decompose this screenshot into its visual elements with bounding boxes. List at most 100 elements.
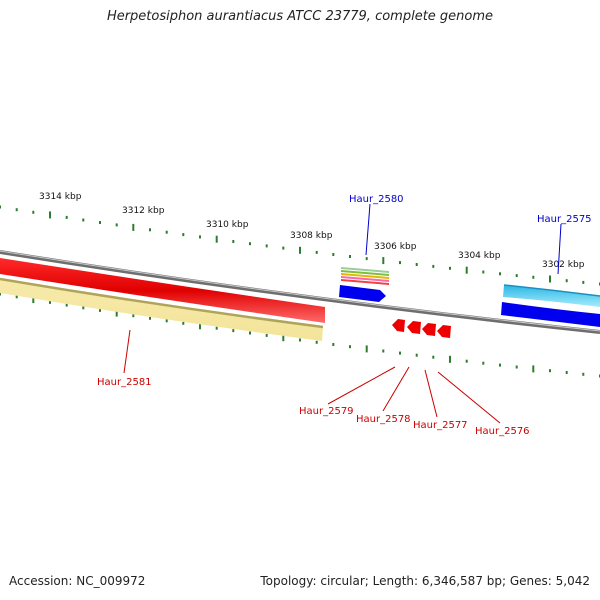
minor-tick	[99, 221, 101, 224]
cyan-feature-band	[503, 285, 600, 307]
minor-tick	[165, 319, 168, 323]
gene-label-haur-2581[interactable]: Haur_2581	[97, 377, 152, 388]
major-tick	[32, 296, 35, 304]
minor-tick	[182, 321, 185, 325]
minor-tick	[265, 244, 268, 248]
minor-tick	[15, 208, 18, 212]
minor-tick	[15, 295, 18, 299]
minor-tick	[349, 255, 351, 258]
minor-tick	[432, 264, 435, 268]
minor-tick	[482, 361, 485, 365]
leader-line	[437, 371, 501, 424]
minor-tick	[499, 363, 501, 367]
minor-tick	[232, 329, 235, 333]
gene-haur-2580-arrow[interactable]	[339, 285, 386, 302]
inner-tick-ring	[0, 292, 600, 378]
gene-haur-2578-arrow[interactable]	[407, 321, 421, 334]
minor-tick	[399, 261, 401, 265]
minor-tick	[449, 266, 451, 270]
minor-tick	[315, 250, 318, 254]
minor-tick	[82, 218, 85, 222]
minor-tick	[299, 338, 301, 342]
minor-tick	[332, 253, 335, 256]
minor-tick	[65, 303, 68, 307]
tick-label: 3304 kbp	[458, 251, 501, 261]
minor-tick	[165, 230, 168, 234]
minor-tick	[532, 275, 535, 279]
minor-tick	[232, 240, 235, 243]
tick-label: 3310 kbp	[206, 220, 249, 230]
gene-label-haur-2578[interactable]: Haur_2578	[356, 414, 411, 425]
minor-tick	[565, 371, 568, 374]
topology-text: Topology: circular; Length: 6,346,587 bp…	[260, 574, 590, 588]
minor-tick	[65, 215, 68, 219]
minor-tick	[582, 372, 585, 376]
tick-label: 3302 kbp	[542, 260, 585, 270]
gene-label-haur-2575[interactable]: Haur_2575	[537, 214, 592, 225]
gene-haur-2579-arrow[interactable]	[392, 319, 405, 332]
stacked-small-features	[341, 267, 389, 285]
minor-tick	[432, 355, 435, 359]
minor-tick	[115, 223, 118, 227]
minor-tick	[215, 326, 218, 330]
major-tick	[132, 223, 135, 231]
minor-tick	[365, 257, 368, 261]
major-tick	[49, 211, 51, 219]
tick-label: 3306 kbp	[374, 242, 417, 252]
major-tick	[532, 365, 535, 373]
minor-tick	[0, 205, 1, 209]
major-tick	[465, 266, 468, 274]
leader-line	[557, 223, 562, 275]
minor-tick	[565, 279, 568, 283]
minor-tick	[249, 242, 251, 246]
leader-line	[327, 366, 396, 405]
minor-tick	[515, 274, 518, 278]
minor-tick	[149, 228, 151, 232]
minor-tick	[249, 331, 251, 335]
minor-tick	[32, 210, 35, 214]
minor-tick	[415, 263, 418, 266]
major-tick	[199, 322, 201, 330]
gene-label-haur-2576[interactable]: Haur_2576	[475, 426, 530, 437]
red-feature-band	[0, 258, 325, 323]
major-tick	[115, 309, 118, 317]
minor-tick	[182, 233, 185, 237]
leader-line	[424, 369, 438, 418]
genome-backbone	[0, 250, 600, 334]
minor-tick	[515, 365, 518, 369]
major-tick	[365, 345, 368, 353]
minor-tick	[349, 345, 351, 349]
gene-haur-2575-arrow[interactable]	[501, 302, 600, 327]
minor-tick	[199, 235, 201, 239]
accession-text: Accession: NC_009972	[9, 574, 146, 588]
leader-line	[365, 203, 371, 256]
major-tick	[549, 275, 551, 283]
gene-haur-2576-arrow[interactable]	[437, 325, 451, 338]
major-tick	[215, 235, 218, 243]
genome-title: Herpetosiphon aurantiacus ATCC 23779, co…	[106, 9, 494, 24]
gene-label-haur-2577[interactable]: Haur_2577	[413, 420, 468, 431]
minor-tick	[332, 343, 335, 346]
gene-label-haur-2580[interactable]: Haur_2580	[349, 194, 404, 205]
minor-tick	[265, 333, 268, 337]
minor-tick	[482, 270, 485, 274]
minor-tick	[582, 280, 585, 284]
minor-tick	[499, 272, 501, 276]
minor-tick	[132, 314, 135, 318]
gene-label-haur-2579[interactable]: Haur_2579	[299, 406, 354, 417]
minor-tick	[415, 353, 418, 357]
genome-backbone-highlight	[0, 250, 600, 332]
minor-tick	[282, 246, 285, 250]
major-tick	[449, 355, 451, 363]
tick-label: 3308 kbp	[290, 231, 333, 241]
major-tick	[282, 334, 285, 342]
gene-haur-2577-arrow[interactable]	[422, 323, 436, 336]
minor-tick	[465, 359, 468, 363]
minor-tick	[82, 306, 85, 310]
minor-tick	[0, 292, 1, 296]
minor-tick	[399, 351, 401, 355]
small-reverse-genes	[392, 319, 451, 338]
cyan-feature-edge	[503, 284, 600, 297]
minor-tick	[49, 300, 51, 304]
